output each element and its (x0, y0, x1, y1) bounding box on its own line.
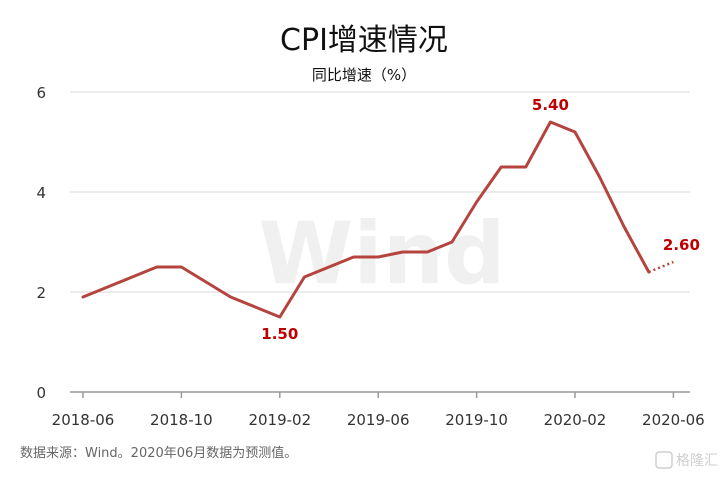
chart-title: CPI增速情况 (280, 23, 448, 58)
x-axis-ticks: 2018-06 2018-10 2019-02 2019-06 2019-10 2020-… (52, 392, 705, 429)
x-tick-label: 2020-06 (642, 411, 705, 429)
data-label: 5.40 (532, 96, 569, 114)
brand-logo-icon (655, 451, 673, 469)
chart-subtitle: 同比增速（%） (312, 66, 416, 84)
data-label: 1.50 (261, 325, 298, 343)
x-tick-label: 2019-02 (248, 411, 311, 429)
x-tick-label: 2018-06 (52, 411, 115, 429)
y-tick-label: 4 (36, 184, 46, 202)
y-axis-ticks: 0 2 4 6 (36, 84, 46, 402)
gridlines (70, 91, 690, 293)
cpi-series (81, 120, 674, 319)
brand-logo: 格隆汇 (655, 451, 718, 469)
x-tick-label: 2020-02 (544, 411, 607, 429)
y-tick-label: 6 (36, 84, 46, 102)
brand-logo-text: 格隆汇 (676, 453, 718, 469)
series-line-forecast (648, 260, 674, 274)
y-tick-label: 2 (36, 284, 46, 302)
x-tick-label: 2018-10 (150, 411, 213, 429)
source-note: 数据来源：Wind。2020年06月数据为预测值。 (20, 445, 297, 461)
series-line-actual (81, 120, 651, 319)
x-tick-label: 2019-06 (347, 411, 410, 429)
data-labels: 1.50 5.40 2.60 (261, 96, 700, 343)
data-label: 2.60 (663, 236, 700, 254)
x-tick-label: 2019-10 (445, 411, 508, 429)
y-tick-label: 0 (36, 384, 46, 402)
